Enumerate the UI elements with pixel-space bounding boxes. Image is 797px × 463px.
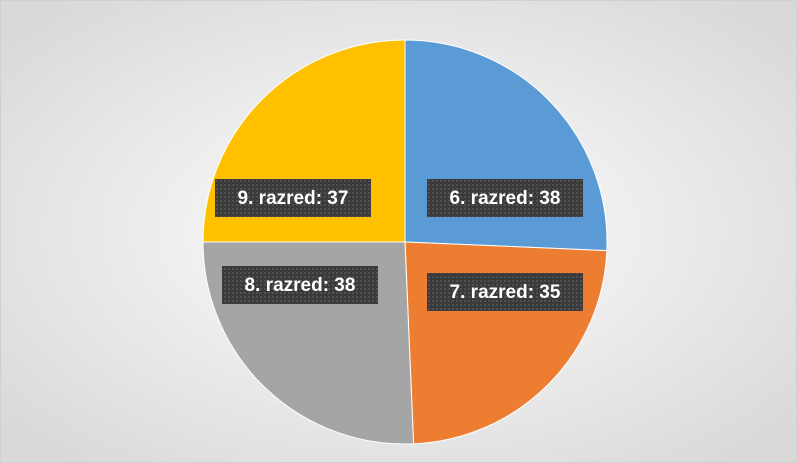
data-label: 7. razred: 35 xyxy=(450,282,561,303)
data-label-box xyxy=(215,179,371,217)
data-label: 8. razred: 38 xyxy=(245,275,356,296)
data-label-box xyxy=(427,179,583,217)
data-label: 9. razred: 37 xyxy=(238,188,349,209)
data-label: 6. razred: 38 xyxy=(450,188,561,209)
data-label-box xyxy=(427,273,583,311)
data-label-box xyxy=(222,266,378,304)
